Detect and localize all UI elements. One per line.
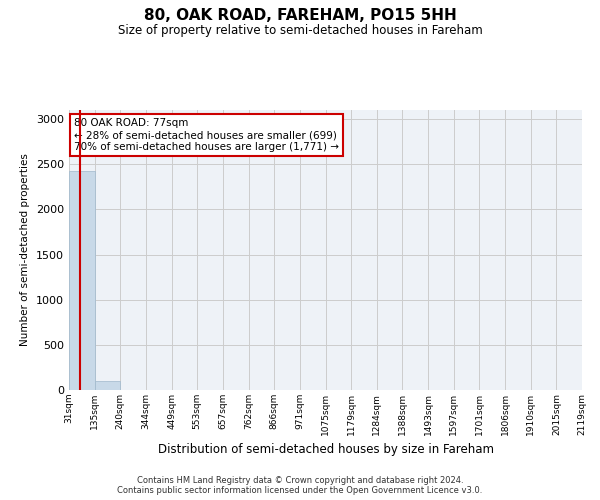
Text: Size of property relative to semi-detached houses in Fareham: Size of property relative to semi-detach…: [118, 24, 482, 37]
Y-axis label: Number of semi-detached properties: Number of semi-detached properties: [20, 154, 31, 346]
Bar: [69, 172, 95, 390]
Text: 80, OAK ROAD, FAREHAM, PO15 5HH: 80, OAK ROAD, FAREHAM, PO15 5HH: [143, 8, 457, 22]
Bar: [95, 381, 121, 390]
X-axis label: Distribution of semi-detached houses by size in Fareham: Distribution of semi-detached houses by …: [157, 443, 493, 456]
Text: 80 OAK ROAD: 77sqm
← 28% of semi-detached houses are smaller (699)
70% of semi-d: 80 OAK ROAD: 77sqm ← 28% of semi-detache…: [74, 118, 339, 152]
Text: Contains public sector information licensed under the Open Government Licence v3: Contains public sector information licen…: [118, 486, 482, 495]
Text: Contains HM Land Registry data © Crown copyright and database right 2024.: Contains HM Land Registry data © Crown c…: [137, 476, 463, 485]
